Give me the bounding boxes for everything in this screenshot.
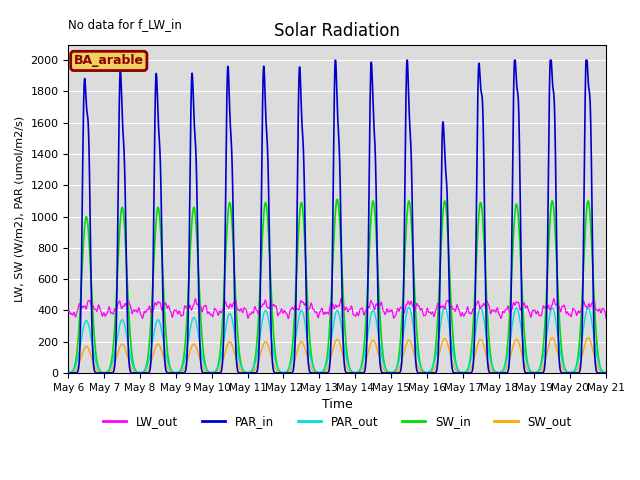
Text: No data for f_LW_in: No data for f_LW_in [68, 18, 182, 31]
Y-axis label: LW, SW (W/m2), PAR (umol/m2/s): LW, SW (W/m2), PAR (umol/m2/s) [15, 116, 25, 302]
Text: BA_arable: BA_arable [74, 54, 144, 67]
Legend: LW_out, PAR_in, PAR_out, SW_in, SW_out: LW_out, PAR_in, PAR_out, SW_in, SW_out [98, 410, 576, 433]
Title: Solar Radiation: Solar Radiation [275, 22, 400, 40]
X-axis label: Time: Time [322, 398, 353, 411]
